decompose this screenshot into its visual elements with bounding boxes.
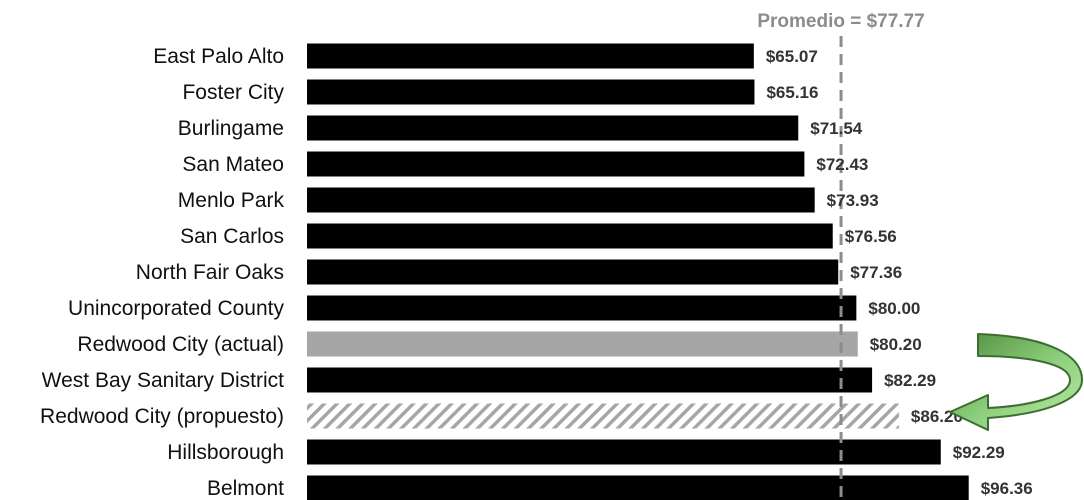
category-label-north-fair-oaks: North Fair Oaks	[136, 261, 284, 284]
bar-hillsborough	[307, 439, 941, 465]
bar-san-mateo	[307, 151, 805, 177]
value-label-burlingame: $71.54	[810, 119, 863, 138]
value-label-menlo-park: $73.93	[827, 191, 879, 210]
average-label: Promedio = $77.77	[757, 11, 924, 32]
bar-east-palo-alto	[307, 43, 754, 69]
category-label-burlingame: Burlingame	[178, 117, 284, 140]
curved-arrow-annotation	[949, 333, 1083, 431]
bar-belmont	[307, 475, 969, 500]
value-label-redwood-city-actual: $80.20	[870, 335, 922, 354]
bar-unincorporated-county	[307, 295, 857, 321]
category-label-redwood-city-propuesto: Redwood City (propuesto)	[40, 405, 284, 428]
value-label-north-fair-oaks: $77.36	[850, 263, 902, 282]
value-label-san-mateo: $72.43	[816, 155, 868, 174]
value-label-belmont: $96.36	[981, 479, 1033, 498]
value-label-west-bay-sanitary-district: $82.29	[884, 371, 936, 390]
category-label-hillsborough: Hillsborough	[167, 441, 284, 464]
bar-redwood-city-actual	[307, 331, 858, 357]
category-label-san-carlos: San Carlos	[180, 225, 284, 248]
category-label-redwood-city-actual: Redwood City (actual)	[77, 333, 284, 356]
category-label-east-palo-alto: East Palo Alto	[153, 45, 284, 68]
value-label-san-carlos: $76.56	[845, 227, 897, 246]
category-label-unincorporated-county: Unincorporated County	[68, 297, 284, 320]
value-label-hillsborough: $92.29	[953, 443, 1005, 462]
bar-foster-city	[307, 79, 755, 105]
bar-san-carlos	[307, 223, 833, 249]
value-label-east-palo-alto: $65.07	[766, 47, 818, 66]
category-label-west-bay-sanitary-district: West Bay Sanitary District	[42, 369, 285, 392]
bar-redwood-city-propuesto	[307, 403, 899, 429]
bar-menlo-park	[307, 187, 815, 213]
bar-north-fair-oaks	[307, 259, 839, 285]
category-label-belmont: Belmont	[207, 477, 284, 500]
category-label-menlo-park: Menlo Park	[178, 189, 285, 212]
value-label-unincorporated-county: $80.00	[868, 299, 920, 318]
bar-west-bay-sanitary-district	[307, 367, 873, 393]
category-label-san-mateo: San Mateo	[182, 153, 284, 176]
value-label-foster-city: $65.16	[766, 83, 818, 102]
bar-burlingame	[307, 115, 799, 141]
category-label-foster-city: Foster City	[182, 81, 284, 104]
